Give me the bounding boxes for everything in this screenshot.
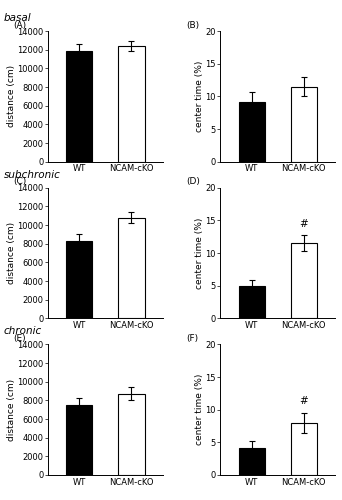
Bar xyxy=(66,405,92,475)
Y-axis label: center time (%): center time (%) xyxy=(195,374,204,446)
Y-axis label: distance (cm): distance (cm) xyxy=(7,378,16,441)
Text: (B): (B) xyxy=(186,21,199,30)
Bar xyxy=(118,46,145,162)
Bar xyxy=(291,423,317,475)
Bar xyxy=(238,102,265,162)
Y-axis label: distance (cm): distance (cm) xyxy=(7,222,16,284)
Text: #: # xyxy=(300,396,308,406)
Text: (E): (E) xyxy=(13,334,26,343)
Bar xyxy=(238,286,265,318)
Text: (C): (C) xyxy=(13,178,27,186)
Y-axis label: center time (%): center time (%) xyxy=(195,60,204,132)
Y-axis label: center time (%): center time (%) xyxy=(195,218,204,288)
Bar xyxy=(238,448,265,475)
Bar xyxy=(118,218,145,318)
Y-axis label: distance (cm): distance (cm) xyxy=(7,66,16,128)
Text: basal: basal xyxy=(3,13,31,23)
Text: (A): (A) xyxy=(13,21,27,30)
Bar xyxy=(66,241,92,318)
Bar xyxy=(291,86,317,162)
Text: chronic: chronic xyxy=(3,326,42,336)
Bar xyxy=(66,50,92,162)
Bar xyxy=(118,394,145,475)
Text: (D): (D) xyxy=(186,178,200,186)
Text: (F): (F) xyxy=(186,334,198,343)
Text: #: # xyxy=(300,219,308,229)
Text: subchronic: subchronic xyxy=(3,170,60,179)
Bar xyxy=(291,244,317,318)
